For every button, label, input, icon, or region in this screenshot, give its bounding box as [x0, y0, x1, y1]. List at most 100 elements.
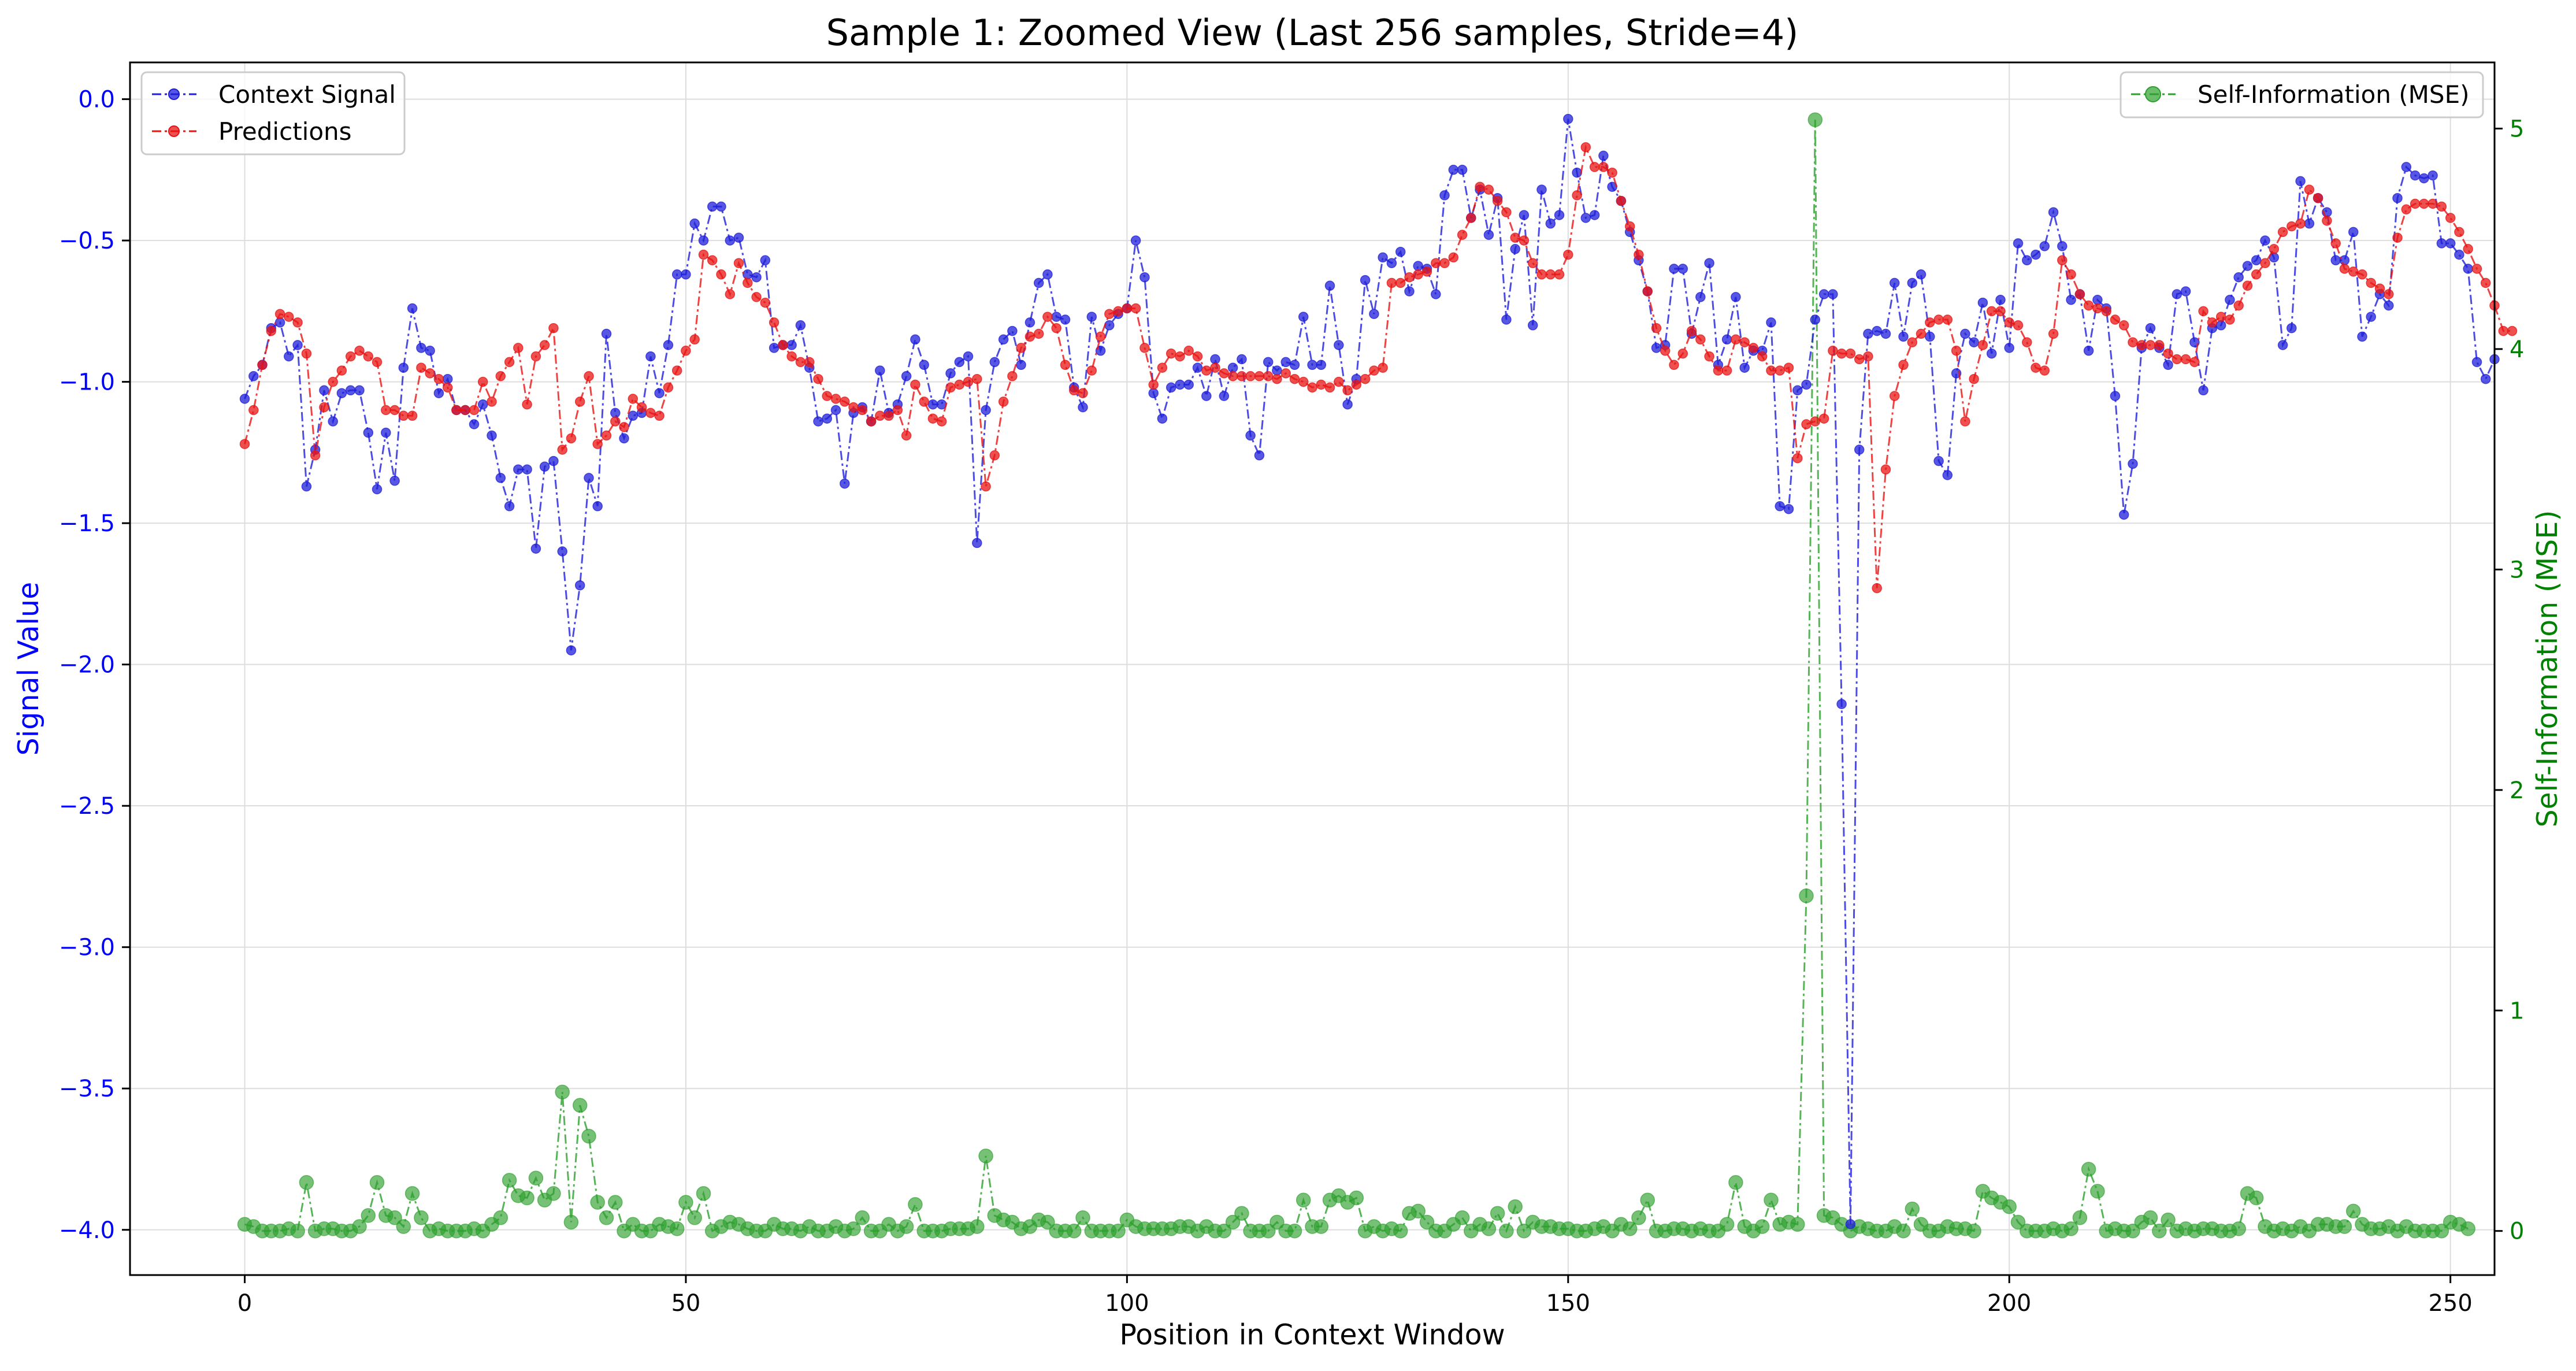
context-point [2436, 238, 2447, 249]
context-point [1607, 181, 1617, 192]
mse-point [555, 1084, 570, 1100]
predictions-point [1854, 354, 1865, 365]
context-point [1369, 309, 1379, 319]
predictions-point [248, 405, 259, 416]
context-point [1704, 258, 1714, 268]
predictions-point [1898, 360, 1909, 370]
context-point [601, 328, 612, 339]
predictions-point [716, 269, 726, 280]
predictions-point [513, 343, 524, 353]
predictions-point [2427, 198, 2438, 209]
predictions-point [910, 379, 920, 390]
predictions-point [689, 334, 700, 345]
mse-point [1066, 1223, 1082, 1239]
context-point [760, 255, 771, 266]
predictions-point [1951, 346, 1962, 356]
predictions-point [1351, 379, 1362, 390]
predictions-point [857, 405, 868, 416]
predictions-point [1836, 348, 1847, 359]
predictions-point [495, 371, 506, 381]
predictions-point [1519, 235, 1530, 246]
predictions-point [1634, 249, 1644, 260]
predictions-point [1554, 269, 1565, 280]
context-point [2295, 176, 2306, 187]
predictions-point [663, 382, 674, 393]
context-point [1157, 413, 1168, 424]
predictions-point [927, 413, 938, 424]
context-point [1431, 289, 1441, 299]
predictions-point [2471, 264, 2482, 274]
predictions-point [1016, 343, 1026, 353]
mse-point [1454, 1210, 1470, 1225]
context-point [398, 362, 409, 373]
predictions-point [2401, 204, 2412, 215]
predictions-point [2013, 320, 2024, 331]
context-point [1572, 167, 1582, 178]
context-point [1960, 328, 1970, 339]
mse-point [404, 1186, 420, 1201]
predictions-point [1880, 464, 1891, 475]
predictions-point [1783, 362, 1794, 373]
context-point [1483, 229, 1494, 240]
y-right-tick-label: 2 [2510, 777, 2524, 804]
predictions-point [398, 410, 409, 421]
context-point [1925, 331, 1935, 342]
context-point [830, 405, 841, 416]
context-point [2480, 373, 2491, 384]
predictions-point [2163, 348, 2173, 359]
mse-point [2125, 1223, 2140, 1239]
context-point [1378, 252, 1388, 263]
context-point [487, 430, 497, 441]
mse-point [1075, 1210, 1090, 1225]
predictions-point [1307, 382, 1317, 393]
predictions-point [1378, 362, 1388, 373]
predictions-point [469, 405, 480, 416]
context-point [919, 360, 929, 370]
context-point [2454, 249, 2464, 260]
legend-mse-label: Self-Information (MSE) [2198, 80, 2470, 109]
mse-point [678, 1195, 693, 1210]
context-line [244, 118, 2496, 1225]
predictions-point [998, 397, 1009, 407]
predictions-point [813, 373, 823, 384]
context-point [1580, 213, 1591, 223]
mse-point [590, 1195, 605, 1210]
predictions-point [2074, 289, 2085, 299]
context-point [716, 201, 726, 212]
context-point [910, 334, 920, 345]
context-point [1448, 165, 1459, 175]
predictions-point [866, 416, 877, 427]
mse-point [687, 1210, 702, 1225]
predictions-point [1845, 348, 1856, 359]
predictions-point [989, 450, 1000, 461]
context-point [1527, 320, 1538, 331]
mse-point [2231, 1221, 2246, 1236]
predictions-point [743, 277, 753, 288]
predictions-point [1660, 346, 1671, 356]
context-point [389, 476, 400, 486]
legend-left-box [140, 71, 406, 155]
predictions-point [1916, 328, 1927, 339]
predictions-point [2189, 357, 2200, 368]
predictions-point [1580, 142, 1591, 153]
predictions-point [336, 365, 347, 376]
predictions-point [2233, 300, 2244, 311]
context-point [2445, 238, 2456, 249]
predictions-point [2498, 325, 2509, 336]
predictions-point [1457, 229, 1468, 240]
context-point [522, 464, 532, 475]
predictions-point [1165, 348, 1176, 359]
predictions-point [601, 430, 612, 441]
predictions-point [1042, 312, 1053, 322]
context-point [354, 385, 365, 396]
legend-predictions-marker [168, 125, 180, 137]
context-point [1766, 317, 1776, 328]
predictions-point [2480, 277, 2491, 288]
predictions-point [1078, 388, 1088, 398]
predictions-point [2242, 280, 2253, 291]
context-point [566, 645, 577, 655]
predictions-point [1201, 365, 1212, 376]
y-left-tick-label: −0.5 [59, 228, 115, 254]
predictions-point [2445, 213, 2456, 223]
context-point [1078, 402, 1088, 413]
